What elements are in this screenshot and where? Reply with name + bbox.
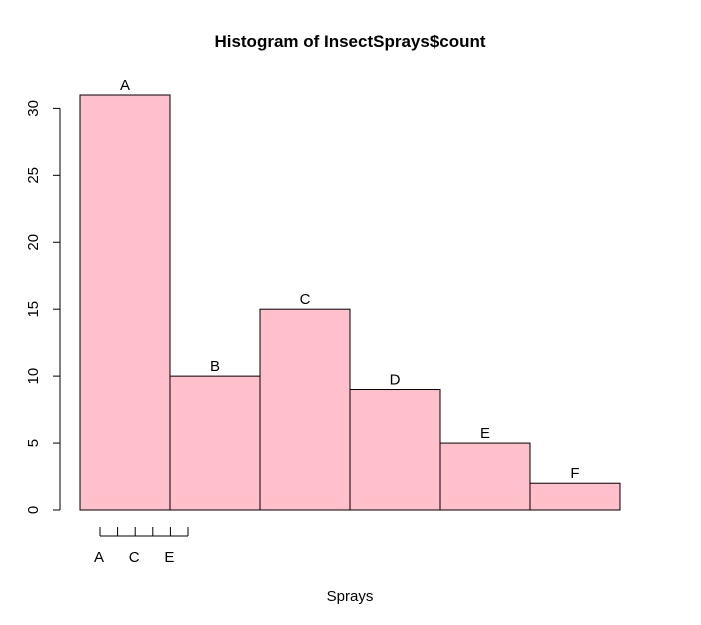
x-axis-label: Sprays <box>327 588 374 605</box>
y-tick-label: 30 <box>25 100 42 117</box>
y-tick-label: 15 <box>25 301 42 318</box>
bar-F <box>529 482 621 511</box>
bar-D <box>349 389 441 511</box>
y-tick-label: 25 <box>25 167 42 184</box>
y-tick-label: 0 <box>25 506 42 514</box>
x-tick-label: E <box>164 549 174 566</box>
bar-E <box>439 442 531 511</box>
bar-label: F <box>570 465 579 482</box>
bar-label: C <box>300 291 311 308</box>
bar-label: A <box>120 77 130 94</box>
bar-B <box>169 375 261 511</box>
y-tick-label: 20 <box>25 234 42 251</box>
y-tick-label: 5 <box>25 439 42 447</box>
bar-label: E <box>480 425 490 442</box>
bar-A <box>79 94 171 511</box>
y-axis: 0 5 10 15 20 25 30 <box>25 100 61 514</box>
bars-group: A B C D E F <box>79 77 621 511</box>
bar-label: B <box>210 358 220 375</box>
y-tick-label: 10 <box>25 368 42 385</box>
x-tick-label: A <box>94 549 104 566</box>
bar-label: D <box>390 372 401 389</box>
bar-C <box>259 308 351 511</box>
chart-title: Histogram of InsectSprays$count <box>214 32 485 51</box>
x-tick-label: C <box>129 549 140 566</box>
